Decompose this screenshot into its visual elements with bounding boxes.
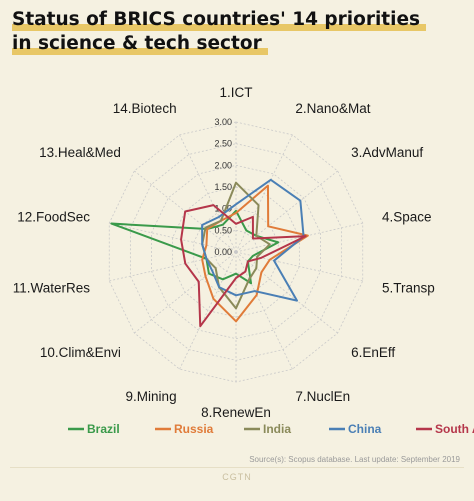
legend-label: South Africa	[435, 422, 474, 436]
axis-label: 1.ICT	[219, 85, 252, 100]
grid-spoke	[235, 170, 338, 253]
grid-spoke	[235, 251, 338, 334]
legend-label: Russia	[174, 422, 214, 436]
tick-label: 1.50	[214, 182, 232, 192]
grid-ring	[172, 186, 300, 318]
grid-spoke	[179, 134, 237, 253]
title-line-1: Status of BRICS countries' 14 priorities	[12, 9, 427, 31]
tick-label: 1.00	[214, 204, 232, 214]
tick-label: 0.00	[214, 247, 232, 257]
footer-divider	[10, 467, 464, 468]
series-line	[201, 178, 305, 302]
axis-label: 13.Heal&Med	[39, 145, 121, 160]
grid-spoke	[235, 222, 363, 253]
axis-label: 12.FoodSec	[17, 209, 90, 224]
axis-label: 6.EnEff	[351, 345, 395, 360]
grid-ring	[214, 229, 258, 275]
axis-label: 3.AdvManuf	[351, 145, 423, 160]
axis-label: 11.WaterRes	[13, 281, 91, 296]
grid-spoke	[109, 251, 237, 282]
axis-label: 10.Clim&Envi	[40, 345, 121, 360]
grid-spoke	[109, 222, 237, 253]
grid-spoke	[235, 134, 293, 253]
tick-label: 2.00	[214, 160, 232, 170]
axis-label: 7.NuclEn	[295, 389, 350, 404]
series-line	[201, 184, 309, 323]
grid-spoke	[179, 251, 237, 370]
grid-ring	[193, 208, 279, 296]
axis-label: 8.RenewEn	[201, 405, 271, 420]
legend-label: India	[263, 422, 291, 436]
chart-title: Status of BRICS countries' 14 priorities…	[12, 8, 462, 56]
grid-ring	[151, 164, 321, 340]
axis-label: 14.Biotech	[113, 101, 177, 116]
tick-label: 0.50	[214, 225, 232, 235]
title-line-2: in science & tech sector	[12, 33, 268, 55]
axis-label: 2.Nano&Mat	[295, 101, 370, 116]
axis-label: 9.Mining	[126, 389, 177, 404]
series-line	[180, 204, 307, 328]
axis-label: 4.Space	[382, 209, 432, 224]
source-note: Source(s): Scopus database. Last update:…	[249, 455, 460, 464]
grid-spoke	[134, 251, 237, 334]
legend-label: Brazil	[87, 422, 120, 436]
brand-logo-text: CGTN	[222, 472, 252, 482]
tick-label: 3.00	[214, 117, 232, 127]
axis-label: 5.Transp	[382, 281, 435, 296]
tick-label: 2.50	[214, 139, 232, 149]
legend-label: China	[348, 422, 382, 436]
